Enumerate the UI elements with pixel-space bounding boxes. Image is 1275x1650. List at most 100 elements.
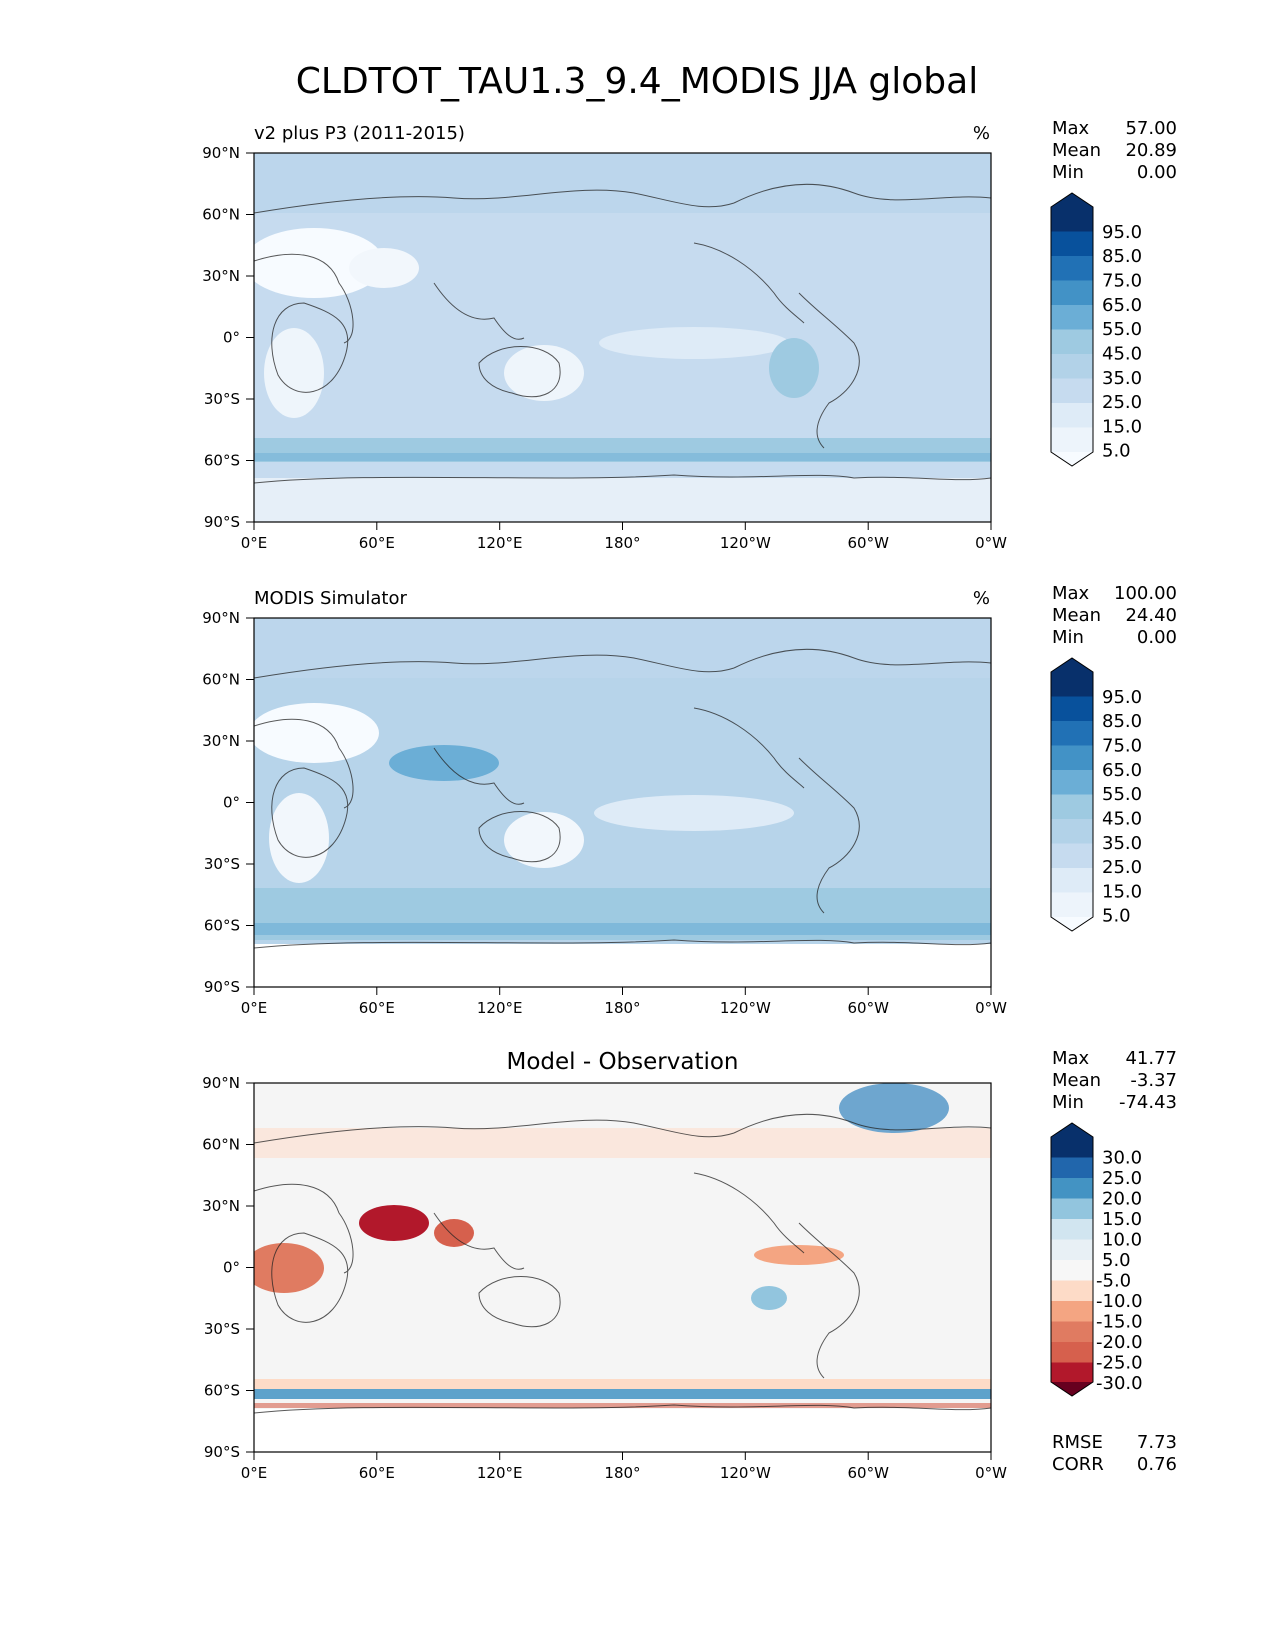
stats-block: Max 41.77 Mean -3.37 Min -74.43: [1052, 1048, 1177, 1113]
colorbar-segment: [1051, 1321, 1093, 1343]
colorbar-label: 15.0: [1102, 1209, 1142, 1230]
colorbar-segment: [1051, 1301, 1093, 1322]
lon-label: 60°E: [359, 1464, 395, 1482]
lat-label: 30°N: [202, 267, 240, 285]
stat-value: 20.89: [1125, 140, 1177, 161]
footer-stats: RMSE 7.73 CORR 0.76: [1052, 1432, 1177, 1475]
stat-value: 0.00: [1137, 627, 1177, 648]
low-cloud-central-pacific: [599, 327, 789, 359]
lat-label: 0°: [223, 329, 240, 347]
colorbar-label: 85.0: [1102, 711, 1142, 732]
lon-labels: 0°E 60°E 120°E 180° 120°W 60°W 0°W: [241, 1464, 1007, 1482]
stat-label: Max: [1052, 118, 1090, 139]
panel-units: %: [973, 588, 990, 609]
stat-label: RMSE: [1052, 1432, 1103, 1453]
colorbar-label: 75.0: [1102, 271, 1142, 292]
colorbar-label: 95.0: [1102, 687, 1142, 708]
lon-label: 120°W: [720, 999, 771, 1017]
colorbar-label: 95.0: [1102, 222, 1142, 243]
low-cloud-south-africa: [269, 793, 329, 883]
colorbar-segment: [1051, 1280, 1093, 1302]
colorbar-label: 25.0: [1102, 857, 1142, 878]
map-area: [253, 152, 992, 523]
positive-east-pacific: [754, 1245, 844, 1265]
figure-title: CLDTOT_TAU1.3_9.4_MODIS JJA global: [296, 61, 978, 102]
colorbar-outline: [1050, 192, 1094, 467]
colorbar-top-extend: [1051, 193, 1093, 207]
colorbar-labels: 30.0 25.0 20.0 15.0 10.0 5.0 -5.0 -10.0 …: [1096, 1148, 1143, 1395]
lon-label: 120°E: [477, 534, 523, 552]
polar-cap-north: [254, 618, 991, 678]
colorbar-label: 45.0: [1102, 344, 1142, 365]
lon-label: 180°: [604, 534, 640, 552]
colorbar-segment: [1051, 868, 1093, 893]
colorbar-label: -5.0: [1096, 1271, 1131, 1292]
antarctic-missing: [254, 944, 991, 987]
colorbar-label: 30.0: [1102, 1148, 1142, 1169]
colorbar-label: 25.0: [1102, 392, 1142, 413]
map-area: [253, 1082, 992, 1453]
lon-label: 60°W: [847, 999, 889, 1017]
lon-label: 60°E: [359, 999, 395, 1017]
low-cloud-arabia: [349, 248, 419, 288]
lat-label: 30°N: [202, 732, 240, 750]
lon-labels: 0°E 60°E 120°E 180° 120°W 60°W 0°W: [241, 534, 1007, 552]
colorbar-segment: [1051, 427, 1093, 452]
lon-label: 0°W: [975, 999, 1007, 1017]
antarctic-missing: [254, 1409, 991, 1452]
lat-label: 30°S: [204, 855, 240, 873]
antarctic-edge: [254, 1403, 991, 1408]
stat-value: 0.76: [1137, 1454, 1177, 1475]
lat-label: 0°: [223, 794, 240, 812]
lat-label: 60°S: [204, 1382, 240, 1400]
lon-label: 0°E: [241, 999, 268, 1017]
low-cloud-sahara: [254, 703, 379, 763]
positive-tropical-atlantic: [254, 1243, 324, 1293]
negative-southeast-pacific: [751, 1286, 787, 1310]
stat-value: 0.00: [1137, 162, 1177, 183]
colorbar-label: -10.0: [1096, 1291, 1143, 1312]
colorbar-outline: [1050, 1122, 1094, 1397]
lat-labels: 90°N 60°N 30°N 0° 30°S 60°S 90°S: [202, 609, 240, 996]
lat-labels: 90°N 60°N 30°N 0° 30°S 60°S 90°S: [202, 144, 240, 531]
colorbar-segment: [1051, 696, 1093, 722]
stats-block: Max 100.00 Mean 24.40 Min 0.00: [1052, 583, 1177, 648]
colorbar-label: 10.0: [1102, 1230, 1142, 1251]
lon-label: 120°W: [720, 1464, 771, 1482]
storm-track-core: [254, 923, 991, 935]
lat-label: 60°S: [204, 917, 240, 935]
lon-label: 0°W: [975, 1464, 1007, 1482]
lon-label: 120°E: [477, 1464, 523, 1482]
colorbar-segment: [1051, 1362, 1093, 1382]
colorbar-bottom-extend: [1051, 452, 1093, 466]
colorbar-label: 55.0: [1102, 784, 1142, 805]
colorbar-segment: [1051, 1219, 1093, 1240]
stat-label: Max: [1052, 583, 1090, 604]
colorbar-segment: [1051, 745, 1093, 771]
colorbar-segment: [1051, 256, 1093, 281]
cloud-monsoon: [389, 745, 499, 781]
colorbar-label: 5.0: [1102, 1250, 1131, 1271]
lat-label: 90°S: [204, 1443, 240, 1461]
lon-label: 0°E: [241, 534, 268, 552]
panel-diff: Model - Observation: [202, 1048, 1177, 1482]
colorbar-label: 20.0: [1102, 1189, 1142, 1210]
colorbar-segment: [1051, 770, 1093, 795]
colorbar-segment: [1051, 1239, 1093, 1261]
lat-label: 60°N: [202, 206, 240, 224]
coastlines: [253, 648, 992, 949]
colorbar-label: -30.0: [1096, 1373, 1143, 1394]
colorbar-segment: [1051, 280, 1093, 306]
colorbar-segment: [1051, 231, 1093, 257]
negative-southern-ocean: [254, 1389, 991, 1399]
colorbar-label: -25.0: [1096, 1353, 1143, 1374]
lat-label: 90°S: [204, 978, 240, 996]
panel-test: v2 plus P3 (2011-2015) %: [202, 118, 1177, 552]
storm-track-core: [254, 453, 991, 461]
colorbar-top-extend: [1051, 1123, 1093, 1137]
colorbar-label: 15.0: [1102, 882, 1142, 903]
stat-label: Min: [1052, 627, 1084, 648]
lat-label: 30°S: [204, 1320, 240, 1338]
colorbar-segment: [1051, 378, 1093, 404]
